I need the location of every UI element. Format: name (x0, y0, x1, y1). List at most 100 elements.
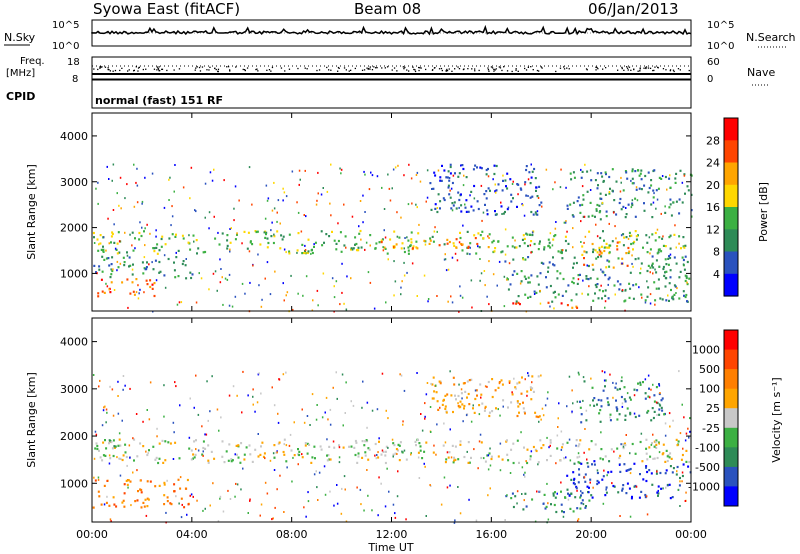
range-cell (126, 183, 128, 186)
range-cell (518, 381, 521, 384)
range-cell (108, 462, 111, 465)
range-cell (612, 381, 614, 384)
range-cell (117, 395, 119, 397)
range-cell (463, 455, 466, 459)
range-cell (577, 452, 580, 455)
range-cell (387, 258, 389, 261)
range-cell (652, 201, 655, 204)
range-cell (604, 306, 606, 309)
range-cell (646, 411, 649, 414)
freq-label: Freq. (20, 56, 45, 67)
range-cell (240, 442, 243, 445)
range-cell (418, 223, 420, 226)
range-cell (617, 491, 620, 494)
range-cell (466, 396, 468, 399)
range-cell (647, 171, 650, 174)
range-cell (562, 277, 565, 281)
range-cell (609, 244, 612, 247)
range-cell (678, 484, 681, 487)
range-cell (153, 247, 156, 250)
range-cell (651, 262, 654, 265)
range-cell (631, 182, 634, 185)
range-cell (424, 243, 427, 246)
range-cell (527, 178, 530, 181)
range-cell (447, 268, 450, 271)
range-cell (615, 382, 617, 385)
range-cell (637, 257, 640, 260)
range-cell (502, 212, 505, 215)
range-cell (146, 497, 149, 500)
colorbar-tick-label: 25 (706, 402, 720, 415)
range-cell (143, 291, 145, 294)
range-cell (583, 257, 585, 260)
range-cell (625, 213, 628, 216)
range-cell (163, 206, 166, 209)
range-cell (678, 276, 681, 279)
range-cell (211, 179, 214, 182)
range-cell (279, 247, 282, 250)
range-cell (123, 261, 126, 264)
range-cell (352, 247, 355, 250)
range-cell (505, 440, 508, 443)
range-cell (302, 294, 304, 297)
range-cell (118, 457, 120, 460)
range-cell (571, 280, 574, 283)
range-cell (630, 179, 632, 182)
range-cell (429, 484, 431, 486)
colorbar-segment (724, 229, 738, 253)
range-cell (378, 476, 380, 479)
range-cell (182, 186, 185, 189)
freq-dot (280, 67, 283, 69)
range-cell (669, 276, 672, 279)
freq-dot (244, 69, 246, 72)
range-cell (272, 241, 275, 245)
range-cell (103, 484, 106, 487)
range-cell (587, 491, 589, 494)
range-cell (507, 459, 510, 462)
range-cell (586, 485, 589, 488)
range-cell (458, 172, 461, 175)
range-cell (660, 177, 663, 180)
power-plot-bg (92, 113, 691, 311)
range-cell (399, 373, 401, 376)
range-cell (315, 418, 318, 421)
range-cell (146, 261, 148, 264)
range-cell (472, 209, 475, 212)
range-cell (489, 464, 492, 467)
range-cell (685, 432, 688, 435)
range-cell (226, 278, 229, 281)
range-cell (652, 266, 655, 269)
range-cell (600, 255, 603, 258)
range-cell (388, 490, 390, 493)
range-cell (565, 290, 568, 293)
range-cell (630, 242, 633, 246)
range-cell (640, 178, 643, 181)
range-cell (589, 481, 591, 484)
range-cell (479, 258, 481, 260)
colorbar-segment (724, 118, 738, 141)
range-cell (623, 236, 626, 239)
range-cell (265, 233, 267, 236)
range-cell (570, 478, 573, 481)
range-cell (602, 458, 604, 461)
range-cell (579, 211, 582, 214)
freq-dot (195, 67, 197, 69)
range-cell (675, 262, 678, 265)
range-cell (431, 188, 433, 190)
range-cell (525, 460, 527, 463)
range-cell (178, 301, 181, 304)
range-cell (495, 407, 497, 410)
range-cell (424, 417, 426, 420)
range-cell (570, 299, 573, 302)
range-cell (520, 270, 523, 273)
range-cell (392, 168, 395, 171)
range-cell (281, 238, 284, 241)
freq-dot (493, 68, 495, 70)
nsky-line (91, 24, 692, 36)
range-cell (604, 274, 607, 277)
range-cell (587, 215, 590, 218)
freq-dot (157, 67, 159, 70)
freq-dot (391, 69, 393, 71)
range-cell (451, 181, 454, 185)
range-cell (652, 416, 655, 420)
